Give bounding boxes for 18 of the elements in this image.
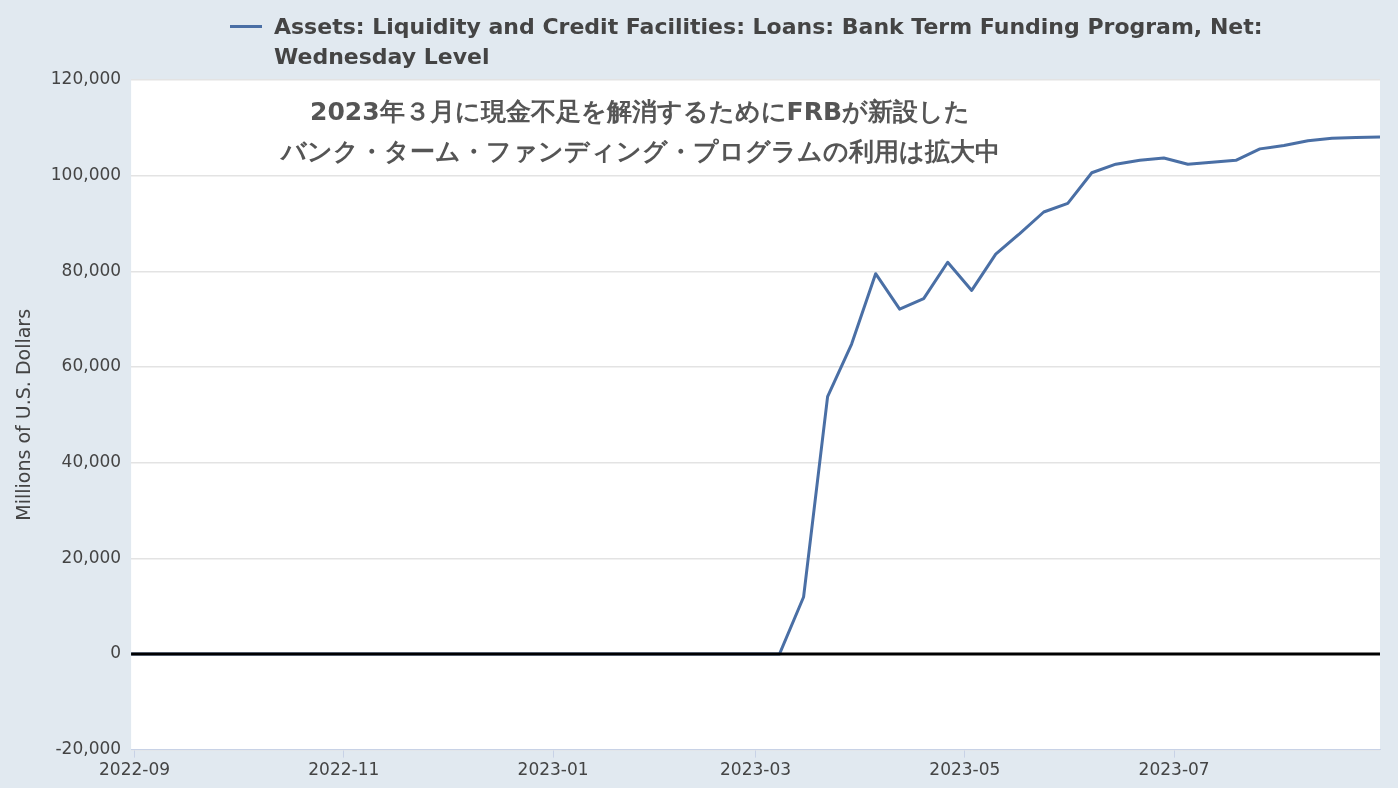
x-tick-label: 2022-09 xyxy=(99,759,171,780)
y-tick-label: 100,000 xyxy=(50,164,122,185)
y-tick-label: 120,000 xyxy=(50,68,122,89)
y-tick-label: 40,000 xyxy=(61,451,122,472)
y-tick-label: 0 xyxy=(110,642,122,663)
y-tick-label: -20,000 xyxy=(55,738,122,759)
legend-label: Assets: Liquidity and Credit Facilities: Loans: Bank Term Funding Program, Net: Wednesday Level xyxy=(274,13,1264,71)
annotation: 2023年３月に現金不足を解消するためにFRBが新設した xyxy=(309,96,971,128)
x-tick-label: 2023-01 xyxy=(517,759,589,780)
x-tick-label: 2023-03 xyxy=(720,759,792,780)
y-tick-label: 20,000 xyxy=(61,546,122,567)
x-tick-label: 2022-11 xyxy=(308,759,380,780)
x-tick-label: 2023-07 xyxy=(1138,759,1210,780)
y-tick-label: 80,000 xyxy=(61,259,122,280)
y-axis-title: Millions of U.S. Dollars xyxy=(12,308,35,521)
x-tick-label: 2023-05 xyxy=(929,759,1001,780)
annotation: バンク・ターム・ファンディング・プログラムの利用は拡大中 xyxy=(279,136,1001,168)
y-tick-label: 60,000 xyxy=(61,355,122,376)
